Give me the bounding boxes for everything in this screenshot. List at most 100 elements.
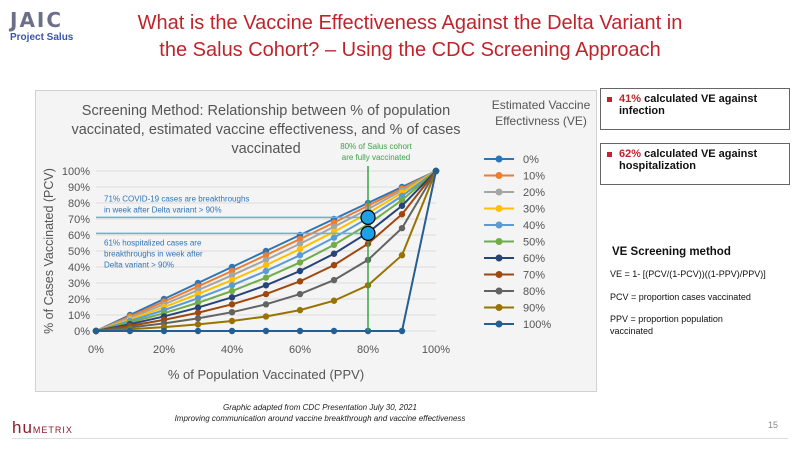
bullet-hospitalization-pct: 62%	[619, 148, 642, 160]
legend-entry: 70%	[523, 270, 545, 282]
y-tick-label: 100%	[62, 166, 90, 178]
slide-title-line-1: What is the Vaccine Effectiveness Agains…	[137, 12, 683, 34]
series-point-ve-100	[92, 327, 100, 335]
series-point-ve-80	[398, 224, 406, 232]
caption-line-1: Graphic adapted from CDC Presentation Ju…	[223, 403, 417, 412]
series-point-ve-30	[262, 261, 270, 269]
series-point-ve-30	[228, 276, 236, 284]
series-point-ve-70	[330, 261, 338, 269]
series-point-ve-40	[262, 267, 270, 275]
series-point-ve-10	[262, 252, 270, 259]
legend-swatch-dot	[495, 271, 503, 278]
y-tick-label: 60%	[68, 230, 90, 242]
jaic-logo-mark: JAIC	[10, 8, 64, 32]
y-tick-label: 30%	[68, 278, 90, 290]
page-number: 15	[768, 420, 779, 430]
y-tick-label: 20%	[68, 294, 90, 306]
series-point-ve-90	[228, 317, 236, 325]
legend-swatch-dot	[495, 188, 503, 196]
series-point-ve-90	[194, 321, 202, 328]
y-tick-label: 50%	[68, 246, 90, 258]
series-point-ve-70	[228, 301, 236, 308]
series-point-ve-90	[398, 252, 406, 259]
legend-entry: 20%	[523, 187, 545, 199]
series-point-ve-80	[262, 301, 270, 308]
series-point-ve-100	[228, 327, 236, 335]
humetrix-logo-hu: hu	[12, 418, 33, 437]
slide-title-line-2: the Salus Cohort? – Using the CDC Screen…	[159, 39, 661, 61]
series-point-ve-60	[296, 267, 304, 275]
bullet-hospitalization: 62% calculated VE against hospitalizatio…	[600, 143, 790, 185]
series-point-ve-80	[330, 276, 338, 284]
series-point-ve-40	[228, 282, 236, 289]
y-tick-label: 0%	[74, 326, 90, 338]
series-point-ve-100	[432, 167, 440, 175]
series-point-ve-70	[398, 211, 406, 218]
series-point-ve-100	[330, 327, 338, 335]
hospital-annotation-text: Delta variant > 90%	[104, 260, 174, 269]
legend-entry: 60%	[523, 253, 545, 265]
chart-title-line: Screening Method: Relationship between %…	[82, 103, 450, 119]
humetrix-logo: huMETRIX	[12, 418, 73, 438]
breakthrough-marker	[360, 209, 376, 226]
series-point-ve-50	[398, 196, 406, 204]
series-point-ve-30	[296, 245, 304, 253]
series-point-ve-20	[330, 223, 338, 231]
series-point-ve-50	[330, 241, 338, 249]
legend-entry: 40%	[523, 220, 545, 232]
series-point-ve-70	[296, 278, 304, 285]
series-point-ve-20	[296, 240, 304, 247]
jaic-logo: JAIC Project Salus	[10, 8, 90, 43]
x-tick-label: 0%	[88, 344, 104, 356]
hospital-annotation-text: breakthroughs in week after	[104, 249, 203, 258]
bullet-square-icon	[607, 152, 612, 157]
bullet-square-icon	[607, 97, 612, 102]
y-axis-label: % of Cases Vaccinated (PCV)	[42, 168, 56, 334]
chart-panel: Screening Method: Relationship between %…	[35, 90, 597, 392]
series-point-ve-40	[194, 295, 202, 302]
series-point-ve-50	[296, 259, 304, 266]
breakthrough-annotation-text: 71% COVID-19 cases are breakthroughs	[104, 194, 249, 203]
x-tick-label: 40%	[221, 344, 243, 356]
series-point-ve-90	[330, 297, 338, 304]
hospital-marker	[360, 225, 376, 241]
ve-method-title: VE Screening method	[612, 246, 731, 258]
series-point-ve-60	[194, 304, 202, 311]
ppv-definition: PPV = proportion population vaccinated	[610, 314, 723, 336]
y-tick-label: 80%	[68, 198, 90, 210]
series-point-ve-50	[194, 299, 202, 306]
legend-swatch-dot	[495, 304, 503, 311]
bullet-infection-text: calculated VE against infection	[619, 93, 758, 117]
legend-swatch-dot	[495, 205, 503, 212]
legend-swatch-dot	[495, 221, 503, 229]
y-tick-label: 90%	[68, 182, 90, 194]
legend-swatch-dot	[495, 320, 503, 328]
series-point-ve-60	[398, 202, 406, 209]
series-point-ve-70	[262, 290, 270, 298]
legend-entry: 50%	[523, 237, 545, 249]
y-tick-label: 10%	[68, 310, 90, 322]
series-point-ve-100	[296, 327, 304, 335]
legend-swatch-dot	[495, 172, 503, 179]
caption-line-2: Improving communication around vaccine b…	[174, 414, 466, 423]
x-tick-label: 80%	[357, 344, 379, 356]
series-point-ve-80	[194, 315, 202, 322]
legend-swatch-dot	[495, 254, 503, 262]
chart-title-line: vaccinated	[231, 141, 300, 157]
series-point-ve-100	[160, 327, 168, 335]
series-point-ve-100	[194, 327, 202, 335]
cohort-annotation-text: are fully vaccinated	[342, 153, 410, 162]
x-tick-label: 60%	[289, 344, 311, 356]
series-point-ve-50	[262, 274, 270, 281]
ve-screening-chart: Screening Method: Relationship between %…	[42, 98, 591, 382]
legend-title-line: Effectivness (VE)	[495, 114, 587, 128]
series-point-ve-10	[296, 235, 304, 243]
series-point-ve-60	[228, 294, 236, 301]
legend-entry: 0%	[523, 154, 539, 166]
chart-caption: Graphic adapted from CDC Presentation Ju…	[140, 402, 500, 424]
breakthrough-annotation-text: in week after Delta variant > 90%	[104, 205, 222, 214]
slide-title: What is the Vaccine Effectiveness Agains…	[100, 10, 720, 64]
legend-swatch-dot	[495, 155, 503, 163]
legend-entry: 10%	[523, 171, 545, 183]
legend-entry: 100%	[523, 319, 551, 331]
